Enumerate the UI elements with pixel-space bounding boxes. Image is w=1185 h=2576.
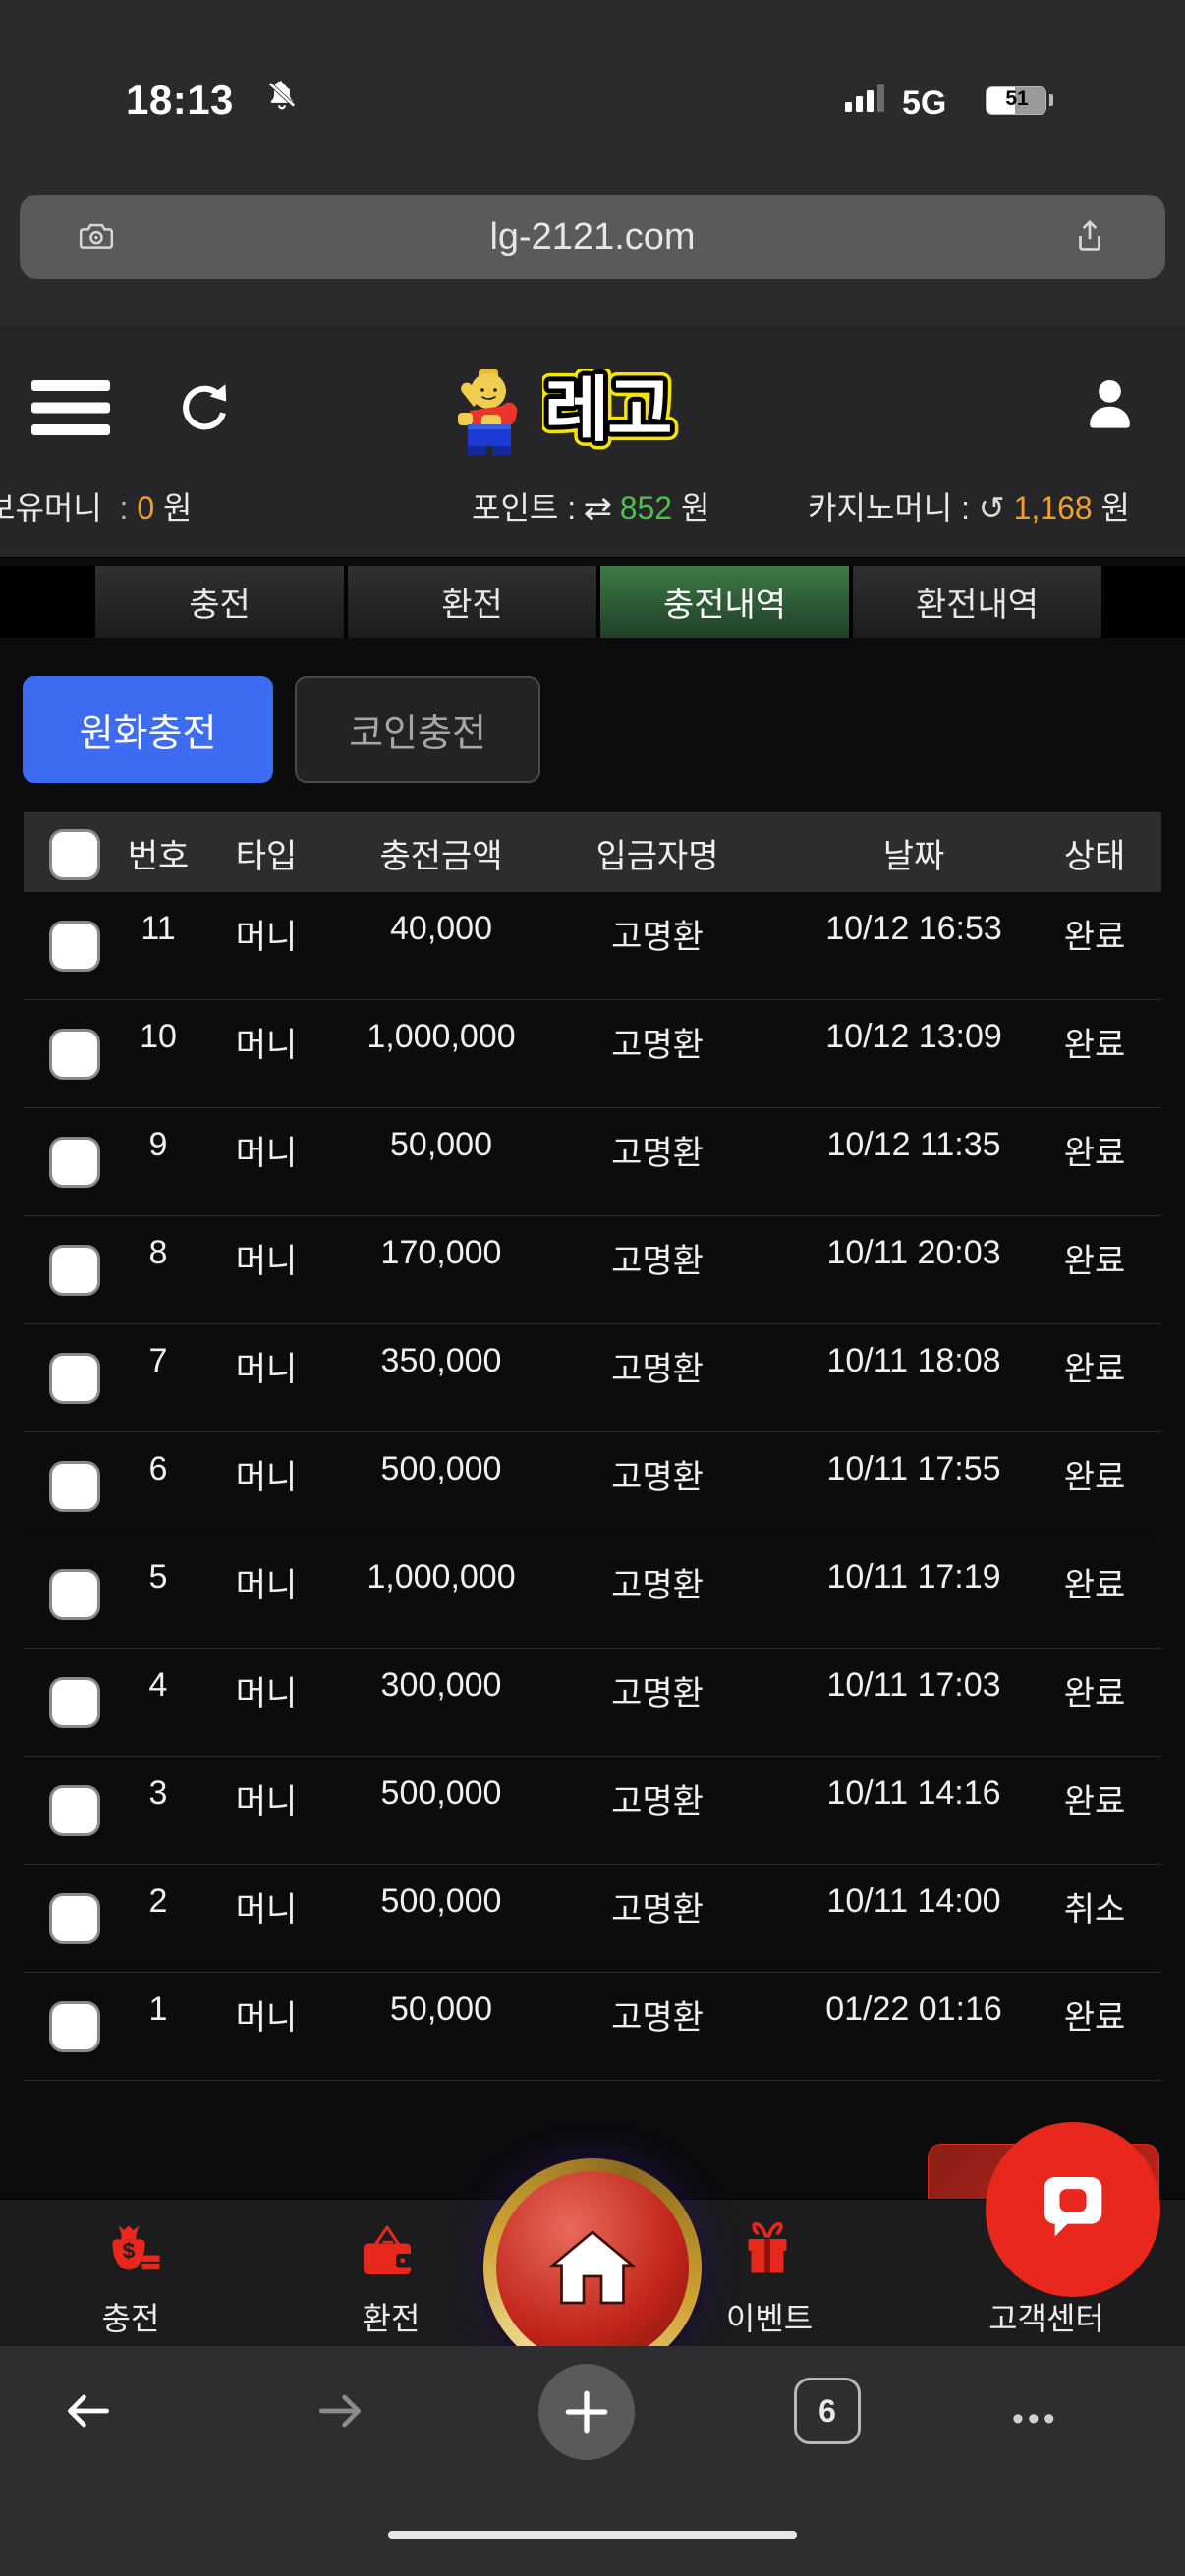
svg-text:레고: 레고 <box>544 371 670 450</box>
svg-text:$: $ <box>123 2239 136 2264</box>
